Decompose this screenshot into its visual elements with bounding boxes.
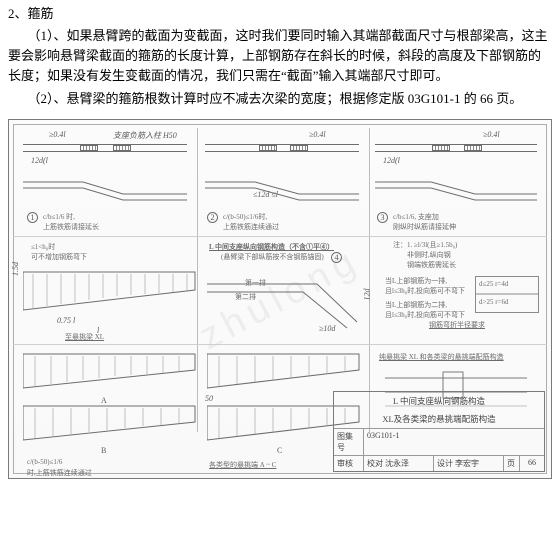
caption-abc: 各类型的悬挑端 A ~ C xyxy=(209,460,276,470)
tb-a2: 校对 沈永泽 xyxy=(364,456,434,471)
dim-top-3: ≥0.4l xyxy=(483,130,500,139)
label-first-row: 第一排 xyxy=(245,278,266,288)
circle-4: 4 xyxy=(331,252,342,263)
hline-2 xyxy=(13,344,547,345)
tb-page: 66 xyxy=(520,456,544,471)
diagram-frame: zhulong ≥0.4l 支座负筋入柱 H50 12d(l ≥0.4l ≥0.… xyxy=(8,119,552,479)
paragraph-2: （2）、悬臂梁的箍筋根数计算时应不减去次梁的宽度；根据修定版 03G101-1 … xyxy=(8,89,552,109)
ratio-1: c/b≤1/6 时, xyxy=(43,212,75,222)
note-one-row-b: 且l≤3h₀时,投向筋可不弯下 xyxy=(385,286,465,296)
rt-note-1: 注：1. ≥l/3l(且≥1.5b₀) xyxy=(393,240,457,250)
cantilever-B xyxy=(23,404,199,444)
beam-detail-2 xyxy=(205,144,359,152)
divider-vertical-2 xyxy=(369,128,370,432)
dim-15d: 1.5d xyxy=(11,262,20,276)
letter-C: C xyxy=(277,446,282,455)
rt-note-3: 钢端铁筋需延长 xyxy=(407,260,456,270)
cantilever-A xyxy=(23,352,199,392)
dim-top-1a: ≥0.4l xyxy=(49,130,66,139)
circle-2: 2 xyxy=(207,212,218,223)
dim-50-b: 50 xyxy=(205,394,213,403)
cantilever-C-upper xyxy=(207,352,363,392)
note-two-row-a: 当L上部钢筋为二排, xyxy=(385,300,447,310)
circle-1: 1 xyxy=(27,212,38,223)
ratio-1b: 上筋铁筋请接延长 xyxy=(43,222,99,232)
dim-top-2: ≥0.4l xyxy=(309,130,326,139)
circle-3: 3 xyxy=(377,212,388,223)
hline-1 xyxy=(13,236,547,237)
beam-detail-3 xyxy=(375,144,537,152)
note-two-row-b: 且l≤3h₀时,投向筋可不弯下 xyxy=(385,310,465,320)
tb-code: 03G101-1 xyxy=(364,429,544,455)
title-main-1: L 中间支座纵向钢筋构造 xyxy=(334,392,544,410)
cant-structure-title: 纯悬挑梁 XL 和各类梁的悬挑端配筋构造 xyxy=(379,352,504,362)
beam-detail-1 xyxy=(23,144,187,152)
caption-L-mid: L 中间支座纵向钢筋构造（不含①平④） xyxy=(209,242,334,252)
dim-075l: 0.75 l xyxy=(57,316,75,325)
dim-mid-12d: ≤12d ≤l xyxy=(253,190,278,199)
rt-note-2: 非侧时,纵向钢 xyxy=(407,250,451,260)
dim-12d-v: 12d xyxy=(363,288,372,300)
tb-code-label: 图集号 xyxy=(334,429,364,455)
ratio-2b: 上筋铁筋连续通过 xyxy=(223,222,279,232)
dim-top-1b: 支座负筋入柱 H50 xyxy=(113,130,177,141)
title-main-2: XL及各类梁的悬挑端配筋构造 xyxy=(334,410,544,429)
d-le-25: d≤25 r=4d xyxy=(479,280,508,288)
cantilever-xl xyxy=(23,268,199,314)
label-second-row: 第二排 xyxy=(235,292,256,302)
paragraph-1: （1）、如果悬臂跨的截面为变截面，这时我们要同时输入其端部截面尺寸与根部梁高，这… xyxy=(8,26,552,86)
d-gt-25: d>25 r=6d xyxy=(479,298,508,306)
ratio-3b: 刚纵时纵筋请接延伸 xyxy=(393,222,456,232)
caption-L-sub: (悬臂梁下部纵筋按不含钢筋锚固) xyxy=(221,252,324,262)
note-one-row-a: 当L上部钢筋为一排, xyxy=(385,276,447,286)
note-lh0: ≤1<h₀时 xyxy=(31,242,55,252)
title-block: L 中间支座纵向钢筋构造 XL及各类梁的悬挑端配筋构造 图集号 03G101-1… xyxy=(333,391,545,472)
bend-radius-title: 钢筋弯折半径要求 xyxy=(429,320,485,330)
label-xuan-xl: 至悬挑梁 XL xyxy=(65,332,104,342)
dim-12d-left-1: 12d(l xyxy=(31,156,48,165)
ratio-bottom: c/(b-50)≤1/6 xyxy=(27,458,62,466)
letter-B: B xyxy=(101,446,106,455)
dim-12d-left-3: 12d(l xyxy=(383,156,400,165)
dim-ge10d: ≥10d xyxy=(319,324,335,333)
ratio-3: c/b≤1/6, 支座加 xyxy=(393,212,439,222)
tb-a3: 设计 李宏宇 xyxy=(434,456,504,471)
beam-slope-2 xyxy=(205,176,359,202)
center-bars xyxy=(207,278,363,330)
note-lh0b: 可不增加钢筋弯下 xyxy=(31,252,87,262)
heading-stirrup: 2、箍筋 xyxy=(8,4,552,24)
tb-page-label: 页 xyxy=(504,456,520,471)
ratio-bottom-2: 时,上筋铁筋连续通过 xyxy=(27,468,92,478)
ratio-2: c/(b-50)≤1/6时, xyxy=(223,212,267,222)
beam-slope-1 xyxy=(23,176,187,202)
tb-a1: 审核 xyxy=(334,456,364,471)
beam-slope-3 xyxy=(375,176,537,202)
